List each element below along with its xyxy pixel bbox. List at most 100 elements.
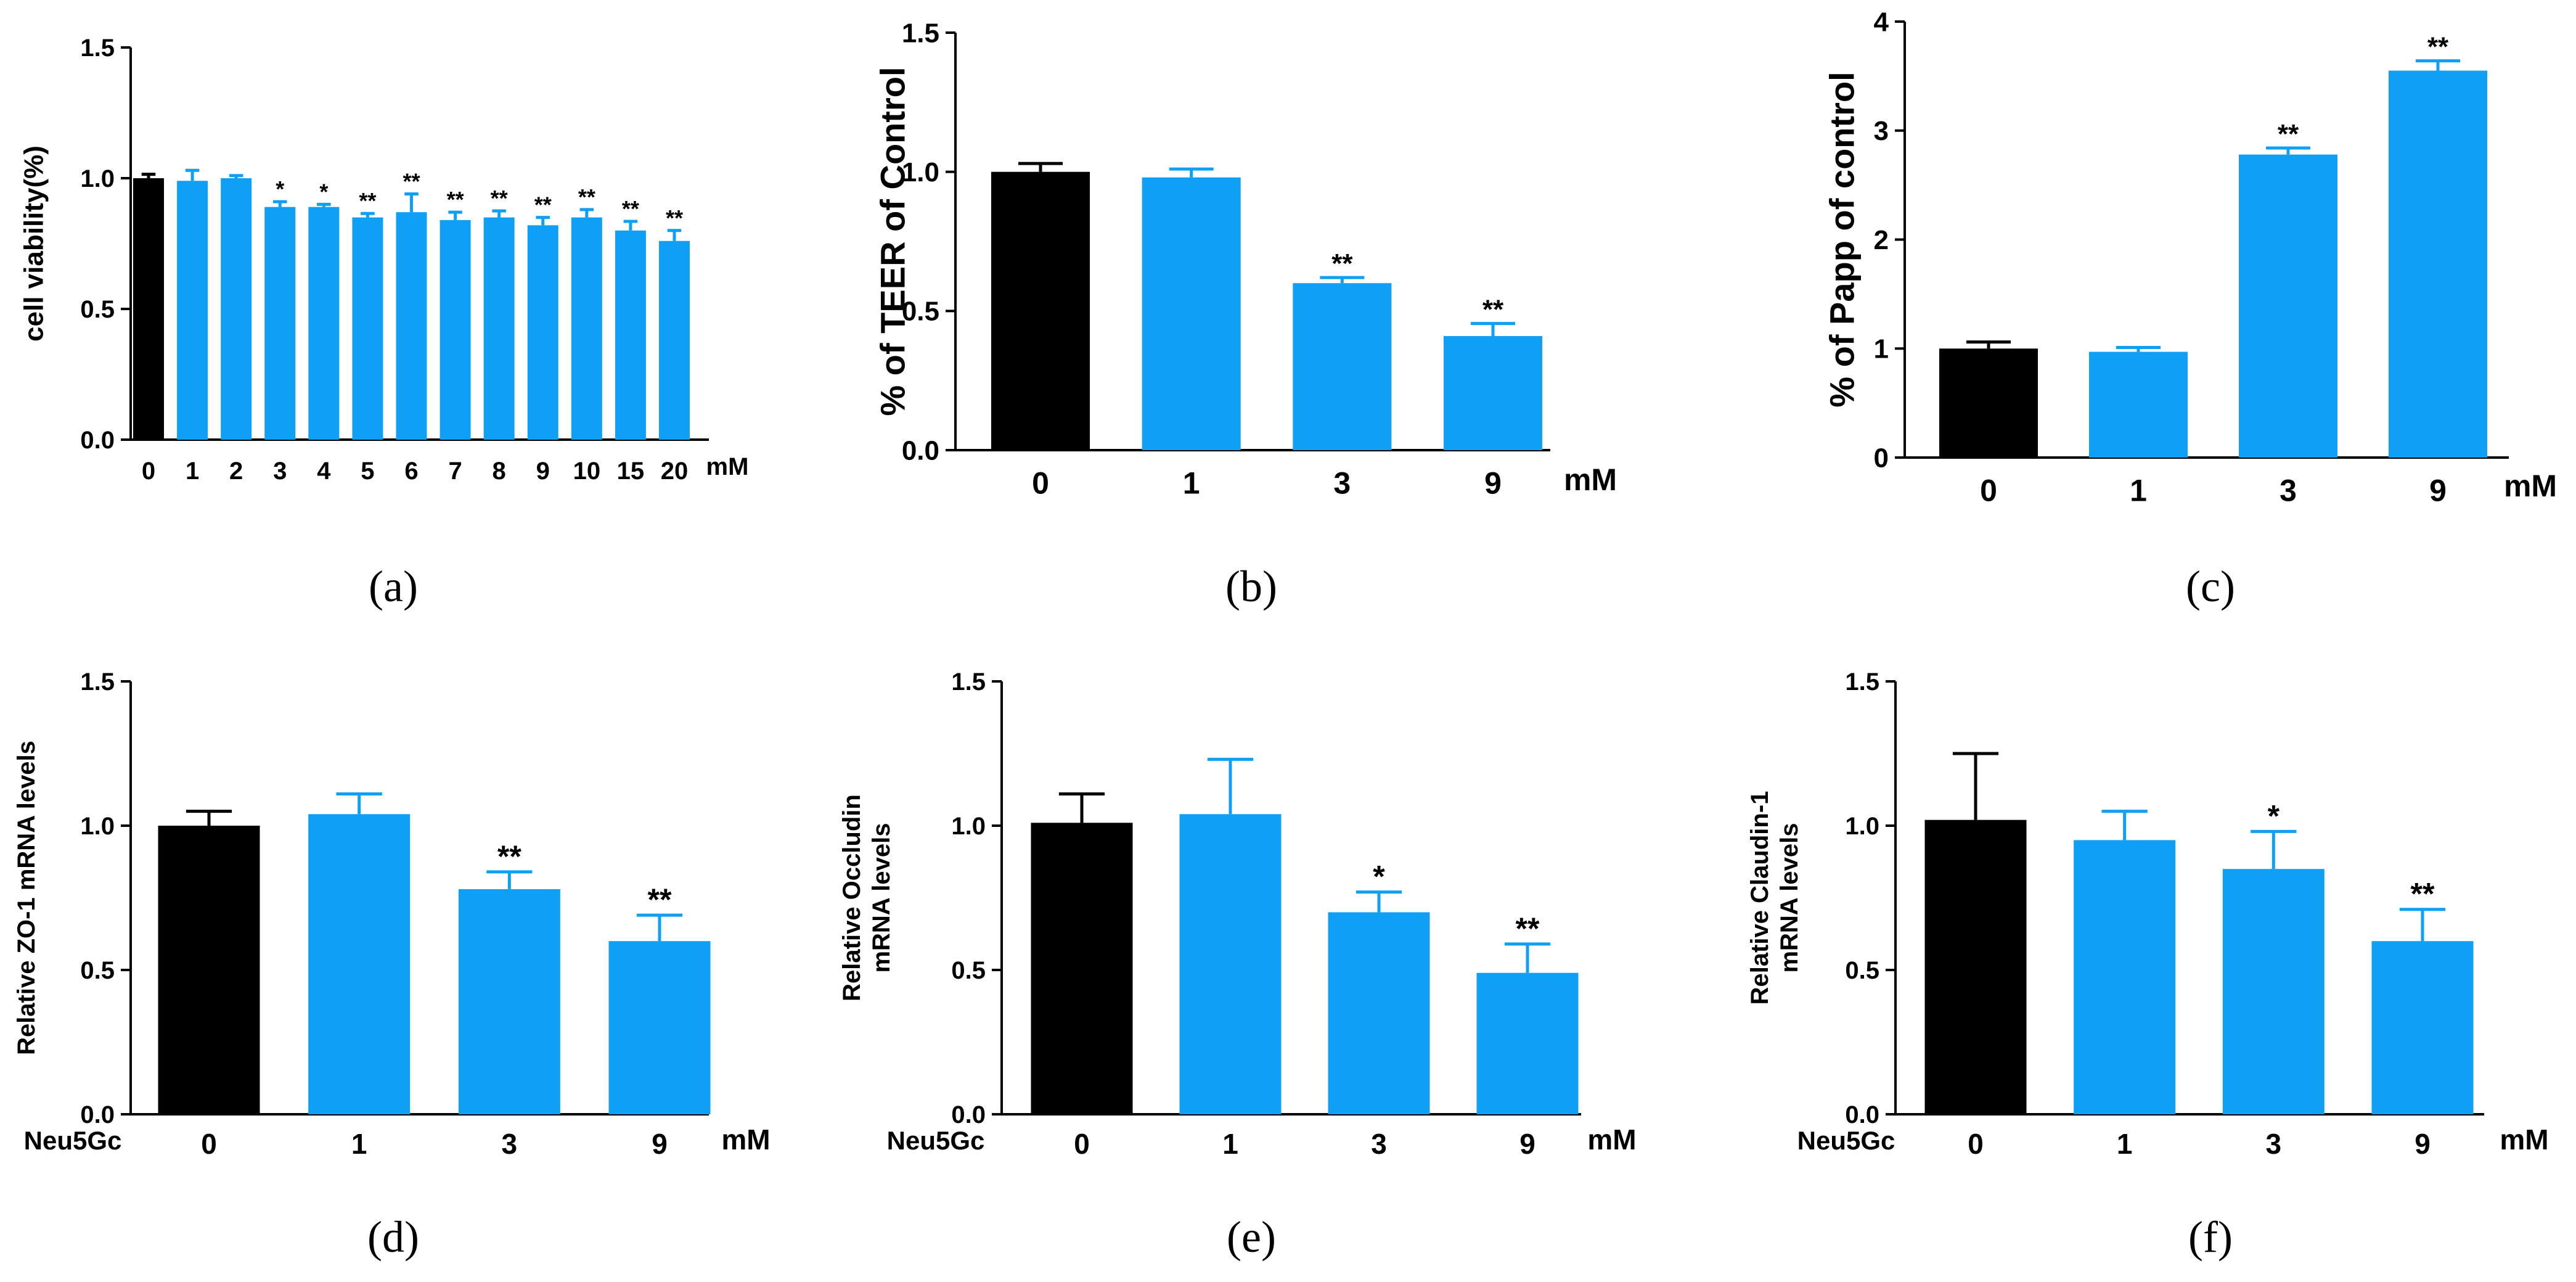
- x-unit-label: mM: [2500, 1124, 2548, 1156]
- bar-1: [2074, 840, 2176, 1114]
- x-tick-label: 9: [2429, 473, 2447, 507]
- panel-label: (a): [369, 562, 418, 611]
- bar-0: [158, 826, 260, 1114]
- y-tick-label: 1: [1874, 334, 1889, 364]
- x-tick-label: 3: [1371, 1128, 1387, 1160]
- significance-marker: **: [578, 184, 595, 210]
- x-tick-label: 9: [536, 458, 550, 485]
- x-tick-label: 0: [142, 458, 155, 485]
- bar-15: [615, 230, 646, 440]
- x-tick-label: 10: [573, 458, 601, 485]
- bar-7: [440, 220, 471, 440]
- bar-1: [1179, 814, 1282, 1114]
- significance-marker: **: [403, 168, 420, 194]
- bar-0: [991, 171, 1090, 450]
- chart-panel-c: 0 1 2 3 4 % of Papp of control 0 1 ** 3 ** 9 mM (c): [1822, 7, 2557, 611]
- bar-8: [483, 217, 515, 440]
- significance-marker: *: [1373, 860, 1385, 894]
- y-tick-label: 1.0: [80, 813, 115, 840]
- x-tick-label: 1: [2130, 473, 2147, 507]
- significance-marker: **: [648, 882, 672, 917]
- x-tick-label: 9: [1519, 1128, 1535, 1160]
- x-tick-label: 3: [2266, 1128, 2282, 1160]
- y-axis-label: % of Papp of control: [1822, 72, 1861, 407]
- y-tick-label: 0.0: [80, 427, 115, 454]
- bar-9: [1444, 335, 1542, 450]
- significance-marker: **: [497, 839, 521, 874]
- bar-1: [177, 181, 208, 440]
- significance-marker: **: [1482, 295, 1504, 325]
- panel-label: (d): [367, 1212, 419, 1262]
- x-unit-label: mM: [1587, 1124, 1636, 1156]
- x-tick-label: 3: [1333, 466, 1351, 500]
- bar-3: [1293, 283, 1392, 450]
- x-tick-label: 3: [2280, 473, 2297, 507]
- x-tick-label: 1: [2117, 1128, 2133, 1160]
- x-tick-label: 9: [652, 1128, 668, 1160]
- x-tick-label: 0: [1074, 1128, 1090, 1160]
- panel-label: (c): [2186, 562, 2235, 611]
- x-tick-label: 20: [661, 458, 689, 485]
- y-tick-label: 1.0: [1845, 813, 1879, 840]
- x-tick-label: 15: [617, 458, 645, 485]
- bar-10: [571, 217, 602, 440]
- chart-panel-b: 0.0 0.5 1.0 1.5 % of TEER of Control 0 1 ** 3 ** 9…: [873, 18, 1617, 611]
- y-axis-label: cell viability(%): [19, 146, 49, 342]
- group-label: Neu5Gc: [24, 1126, 122, 1155]
- x-tick-label: 0: [1032, 466, 1049, 500]
- significance-marker: **: [622, 196, 639, 221]
- x-tick-label: 6: [404, 458, 418, 485]
- y-tick-label: 0.0: [1845, 1101, 1879, 1128]
- bar-6: [396, 212, 427, 440]
- bar-3: [264, 207, 296, 440]
- significance-marker: *: [319, 179, 328, 204]
- bar-9: [1476, 972, 1579, 1114]
- x-tick-label: 9: [1484, 466, 1502, 500]
- y-tick-label: 4: [1874, 7, 1889, 37]
- x-tick-label: 8: [493, 458, 506, 485]
- significance-marker: **: [1331, 249, 1353, 279]
- y-axis-label-line: mRNA levels: [868, 823, 895, 972]
- y-tick-label: 1.5: [80, 668, 115, 696]
- x-tick-label: 2: [229, 458, 243, 485]
- x-tick-label: 3: [273, 458, 287, 485]
- y-tick-label: 0.5: [902, 297, 939, 327]
- bar-0: [1939, 348, 2038, 458]
- bar-9: [2389, 70, 2487, 458]
- y-tick-label: 1.5: [902, 18, 939, 48]
- bar-1: [308, 814, 411, 1114]
- x-tick-label: 1: [186, 458, 199, 485]
- x-unit-label: mM: [706, 453, 749, 480]
- bar-5: [352, 217, 383, 440]
- y-axis-label-line: mRNA levels: [1776, 823, 1803, 972]
- y-tick-label: 3: [1874, 116, 1889, 146]
- y-tick-label: 1.5: [951, 668, 986, 696]
- bar-9: [527, 225, 558, 440]
- significance-marker: **: [2427, 32, 2449, 62]
- y-tick-label: 1.0: [80, 165, 115, 192]
- y-axis-label: % of TEER of Control: [873, 67, 912, 416]
- bar-1: [2089, 351, 2188, 458]
- x-tick-label: 1: [1222, 1128, 1238, 1160]
- significance-marker: **: [491, 186, 508, 211]
- bar-9: [2371, 941, 2474, 1114]
- x-tick-label: 7: [448, 458, 462, 485]
- y-tick-label: 1.0: [902, 157, 939, 187]
- bar-1: [1142, 177, 1241, 450]
- bar-2: [221, 178, 252, 440]
- group-label: Neu5Gc: [887, 1126, 985, 1155]
- y-tick-label: 1.5: [80, 35, 115, 62]
- chart-panel-e: 0.0 0.5 1.0 1.5 Relative Occludin mRNA levels…: [838, 668, 1637, 1262]
- y-tick-label: 1.5: [1845, 668, 1879, 696]
- x-tick-label: 9: [2414, 1128, 2431, 1160]
- significance-marker: **: [534, 192, 552, 218]
- y-tick-label: 0.5: [1845, 957, 1879, 984]
- x-tick-label: 1: [351, 1128, 367, 1160]
- x-tick-label: 3: [502, 1128, 518, 1160]
- bar-3: [458, 889, 560, 1114]
- group-label: Neu5Gc: [1797, 1126, 1895, 1155]
- bar-3: [2239, 154, 2337, 458]
- bar-20: [659, 240, 690, 440]
- significance-marker: **: [359, 188, 376, 213]
